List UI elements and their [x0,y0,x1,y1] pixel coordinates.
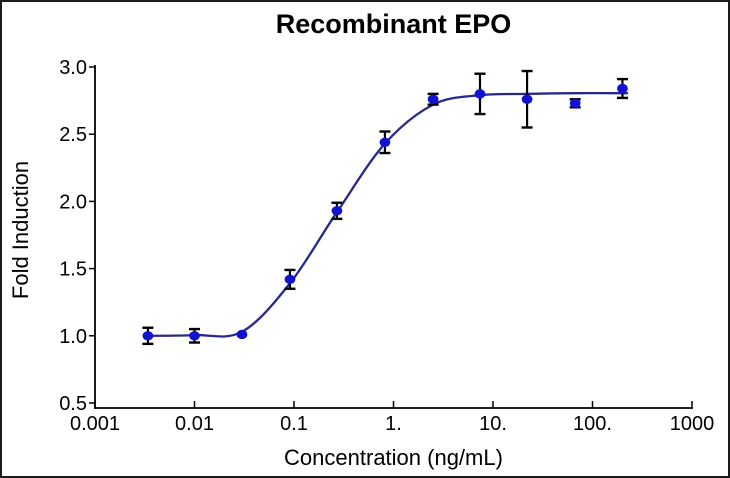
x-tick-label: 0.1 [280,413,308,435]
data-point [617,83,628,94]
y-tick-label: 1.0 [59,326,87,348]
y-tick-label: 3.0 [59,57,87,79]
y-tick-label: 1.5 [59,259,87,281]
chart-title: Recombinant EPO [275,9,512,39]
data-point [474,89,486,99]
x-tick-label: 100. [573,413,612,435]
x-axis-title: Concentration (ng/mL) [284,445,503,470]
y-tick-label: 2.5 [59,124,87,146]
fit-curve [147,92,629,338]
data-point [142,331,154,341]
x-tick-label: 0.01 [175,413,214,435]
data-point [569,98,581,108]
data-point [427,94,439,104]
data-point [284,274,296,285]
y-tick-label: 0.5 [59,393,87,415]
data-point [189,331,200,341]
data-point [331,206,343,216]
data-point [236,329,248,340]
y-tick-label: 2.0 [59,191,87,213]
x-tick-label: 1. [385,413,402,435]
x-tick-label: 10. [479,413,507,435]
x-tick-label: 0.001 [70,413,120,435]
x-tick-label: 1000 [670,413,715,435]
data-point [379,137,391,147]
data-point [521,94,533,104]
